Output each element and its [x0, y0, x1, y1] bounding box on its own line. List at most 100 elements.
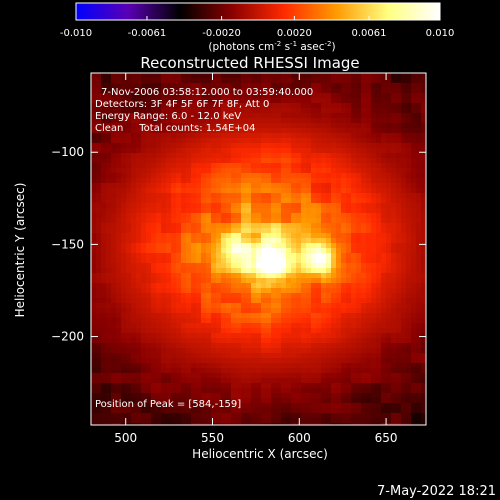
- heatmap-cell: [401, 368, 407, 374]
- heatmap-cell: [416, 303, 422, 309]
- heatmap-cell: [416, 253, 422, 259]
- heatmap-cell: [406, 143, 412, 149]
- heatmap-cell: [281, 298, 287, 304]
- heatmap-cell: [276, 113, 282, 119]
- heatmap-cell: [416, 113, 422, 119]
- heatmap-cell: [246, 163, 252, 169]
- heatmap-cell: [101, 388, 107, 394]
- heatmap-cell: [121, 378, 127, 384]
- heatmap-cell: [241, 208, 247, 214]
- heatmap-cell: [206, 303, 212, 309]
- heatmap-cell: [181, 353, 187, 359]
- heatmap-cell: [206, 378, 212, 384]
- heatmap-cell: [336, 183, 342, 189]
- heatmap-cell: [181, 113, 187, 119]
- heatmap-cell: [221, 143, 227, 149]
- heatmap-cell: [411, 303, 417, 309]
- heatmap-cell: [356, 313, 362, 319]
- heatmap-cell: [121, 168, 127, 174]
- heatmap-cell: [261, 113, 267, 119]
- annotation-detectors: Detectors: 3F 4F 5F 6F 7F 8F, Att 0: [95, 99, 269, 110]
- heatmap-cell: [101, 273, 107, 279]
- heatmap-cell: [376, 348, 382, 354]
- heatmap-cell: [411, 198, 417, 204]
- heatmap-cell: [421, 128, 426, 134]
- heatmap-cell: [271, 348, 277, 354]
- heatmap-cell: [161, 208, 167, 214]
- heatmap-cell: [186, 343, 192, 349]
- heatmap-cell: [311, 98, 317, 104]
- heatmap-cell: [381, 143, 387, 149]
- heatmap-cell: [181, 133, 187, 139]
- heatmap-cell: [216, 118, 222, 124]
- heatmap-cell: [226, 148, 232, 154]
- heatmap-cell: [261, 243, 267, 249]
- heatmap-cell: [271, 178, 277, 184]
- heatmap-cell: [266, 263, 272, 269]
- heatmap-cell: [141, 103, 147, 109]
- heatmap-cell: [401, 408, 407, 414]
- heatmap-cell: [306, 323, 312, 329]
- heatmap-cell: [386, 273, 392, 279]
- heatmap-cell: [156, 248, 162, 254]
- heatmap-cell: [416, 348, 422, 354]
- heatmap-cell: [101, 158, 107, 164]
- heatmap-cell: [356, 398, 362, 404]
- heatmap-cell: [411, 238, 417, 244]
- heatmap-cell: [141, 93, 147, 99]
- heatmap-cell: [371, 328, 377, 334]
- heatmap-cell: [211, 158, 217, 164]
- heatmap-cell: [206, 333, 212, 339]
- heatmap-cell: [176, 353, 182, 359]
- heatmap-cell: [341, 203, 347, 209]
- heatmap-cell: [181, 83, 187, 89]
- heatmap-cell: [231, 378, 237, 384]
- heatmap-cell: [371, 208, 377, 214]
- heatmap-cell: [416, 338, 422, 344]
- heatmap-cell: [356, 188, 362, 194]
- heatmap-cell: [191, 253, 197, 259]
- heatmap-cell: [221, 198, 227, 204]
- heatmap-cell: [96, 248, 102, 254]
- heatmap-cell: [401, 88, 407, 94]
- heatmap-cell: [231, 338, 237, 344]
- heatmap-cell: [241, 73, 247, 79]
- heatmap-cell: [181, 408, 187, 414]
- heatmap-cell: [91, 73, 97, 79]
- heatmap-cell: [196, 263, 202, 269]
- heatmap-cell: [226, 203, 232, 209]
- heatmap-cell: [316, 278, 322, 284]
- heatmap-cell: [391, 373, 397, 379]
- heatmap-cell: [121, 313, 127, 319]
- heatmap-cell: [346, 153, 352, 159]
- heatmap-cell: [206, 143, 212, 149]
- heatmap-cell: [146, 328, 152, 334]
- heatmap-cell: [116, 418, 122, 424]
- heatmap-cell: [116, 308, 122, 314]
- heatmap-cell: [401, 303, 407, 309]
- heatmap-cell: [296, 388, 302, 394]
- plot-frame: [90, 72, 427, 426]
- heatmap-cell: [151, 348, 157, 354]
- heatmap-cell: [301, 288, 307, 294]
- heatmap-cell: [231, 328, 237, 334]
- heatmap-cell: [286, 223, 292, 229]
- heatmap-cell: [421, 268, 426, 274]
- heatmap-cell: [246, 223, 252, 229]
- heatmap-cell: [96, 393, 102, 399]
- heatmap-cell: [366, 268, 372, 274]
- heatmap-cell: [416, 353, 422, 359]
- heatmap-cell: [236, 253, 242, 259]
- heatmap-cell: [201, 198, 207, 204]
- heatmap-cell: [251, 178, 257, 184]
- heatmap-cell: [296, 233, 302, 239]
- heatmap-cell: [266, 228, 272, 234]
- heatmap-cell: [96, 323, 102, 329]
- heatmap-cell: [166, 303, 172, 309]
- heatmap-cell: [396, 238, 402, 244]
- heatmap-cell: [421, 168, 426, 174]
- heatmap-cell: [211, 393, 217, 399]
- heatmap-cell: [281, 138, 287, 144]
- heatmap-cell: [166, 163, 172, 169]
- heatmap-cell: [146, 363, 152, 369]
